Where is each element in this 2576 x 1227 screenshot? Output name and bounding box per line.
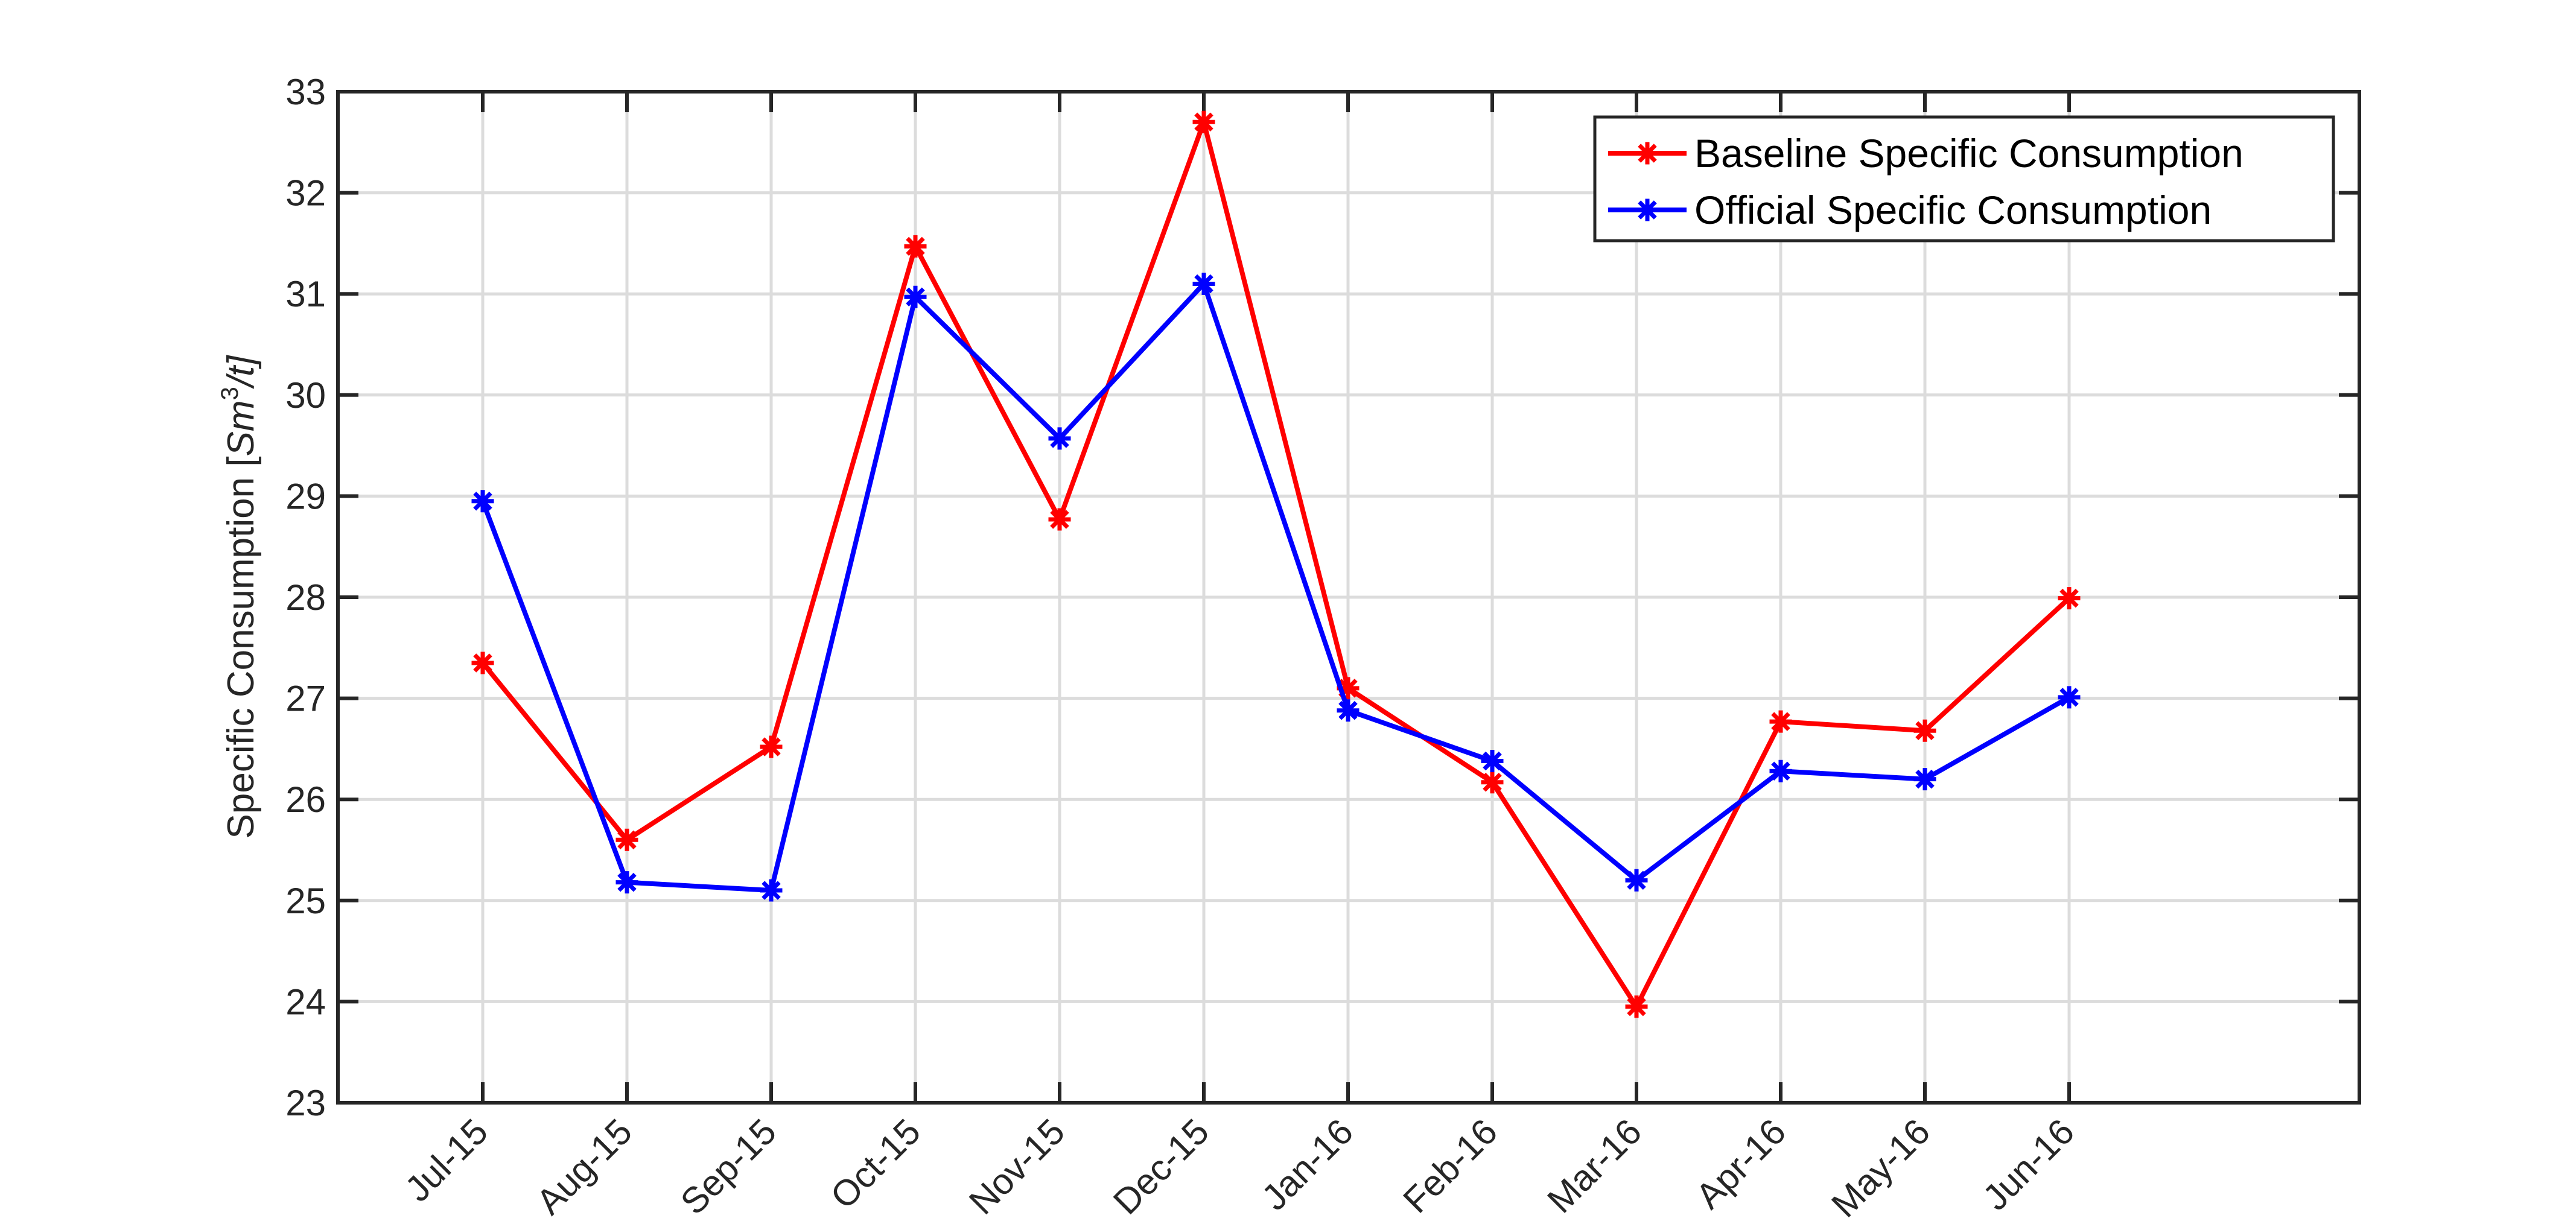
y-tick-label: 32 xyxy=(285,173,326,214)
y-tick-label: 27 xyxy=(285,679,326,719)
x-tick-labels: Jul-15 Aug-15 Sep-15 Oct-15 Nov-15 Dec-15 Jan-… xyxy=(397,1111,2082,1225)
data-point xyxy=(1048,508,1071,531)
data-point xyxy=(1481,750,1504,773)
series-line xyxy=(480,281,2070,893)
plot-frame xyxy=(336,90,2361,1105)
series-line xyxy=(480,119,2071,1009)
data-point xyxy=(1769,759,1792,782)
y-tick-label: 26 xyxy=(285,779,326,820)
x-tick-label: Jun-16 xyxy=(1975,1111,2082,1218)
data-point xyxy=(1481,771,1504,794)
series-layer xyxy=(471,110,2081,1018)
series-official xyxy=(471,272,2081,902)
x-tick-label: Mar-16 xyxy=(1539,1111,1649,1221)
data-point xyxy=(615,871,638,894)
data-point xyxy=(904,235,927,258)
legend: Baseline Specific Consumption Official S… xyxy=(1593,115,2335,243)
x-tick-label: Dec-15 xyxy=(1105,1111,1216,1222)
x-tick-label: Nov-15 xyxy=(961,1111,1072,1222)
x-tick-label: Oct-15 xyxy=(822,1111,928,1217)
y-axis-label: Specific Consumption [Sm3/t] xyxy=(217,355,262,839)
y-tick-label: 33 xyxy=(285,72,326,112)
data-point xyxy=(1337,699,1360,722)
data-point xyxy=(615,828,638,851)
y-tick-label: 31 xyxy=(285,274,326,314)
data-point xyxy=(760,879,783,902)
y-tick-label: 29 xyxy=(285,476,326,516)
legend-label-baseline: Baseline Specific Consumption xyxy=(1694,131,2244,176)
y-tick-labels: 23 24 25 26 27 28 29 30 31 32 33 xyxy=(285,72,326,1123)
data-point xyxy=(1769,710,1792,733)
data-point xyxy=(1913,768,1936,791)
data-point xyxy=(1625,995,1648,1018)
x-tick-label: Sep-15 xyxy=(673,1111,784,1222)
legend-marker-symbol xyxy=(1636,198,1659,221)
legend-marker-official xyxy=(1636,198,1659,221)
y-tick-label: 23 xyxy=(285,1083,326,1123)
y-tick-label: 24 xyxy=(285,981,326,1022)
data-point xyxy=(1048,427,1071,450)
legend-box xyxy=(1593,115,2335,243)
y-tick-label: 30 xyxy=(285,375,326,416)
grid-lines xyxy=(338,92,2359,1103)
data-point xyxy=(471,652,494,674)
legend-marker-baseline xyxy=(1636,142,1659,165)
series-baseline xyxy=(471,110,2081,1018)
data-point xyxy=(1625,869,1648,892)
legend-entry-official: Official Specific Consumption xyxy=(1608,188,2212,232)
y-axis-label-prefix: Specific Consumption [ xyxy=(220,456,262,839)
x-tick-label: Aug-15 xyxy=(529,1111,640,1222)
x-tick-label: Jan-16 xyxy=(1254,1111,1361,1218)
legend-marker-symbol xyxy=(1636,142,1659,165)
data-point xyxy=(904,285,927,308)
y-tick-label: 28 xyxy=(285,577,326,618)
legend-entry-baseline: Baseline Specific Consumption xyxy=(1608,131,2244,176)
data-point xyxy=(1192,272,1215,295)
data-point xyxy=(1192,110,1215,133)
x-tick-label: Feb-16 xyxy=(1395,1111,1505,1221)
x-tick-label: Jul-15 xyxy=(397,1111,495,1210)
x-tick-label: May-16 xyxy=(1824,1111,1938,1225)
data-point xyxy=(471,490,494,513)
data-point xyxy=(2058,587,2081,610)
y-axis-label-unit-exponent: 3 xyxy=(217,387,243,400)
y-axis-label-unit: Sm xyxy=(220,400,262,456)
data-point xyxy=(1913,719,1936,742)
data-point xyxy=(760,735,783,758)
x-tick-label: Apr-16 xyxy=(1688,1111,1793,1217)
y-tick-label: 25 xyxy=(285,881,326,921)
data-point xyxy=(2058,686,2081,709)
y-axis-label-unit-tail: /t] xyxy=(220,355,262,389)
legend-label-official: Official Specific Consumption xyxy=(1694,188,2212,232)
